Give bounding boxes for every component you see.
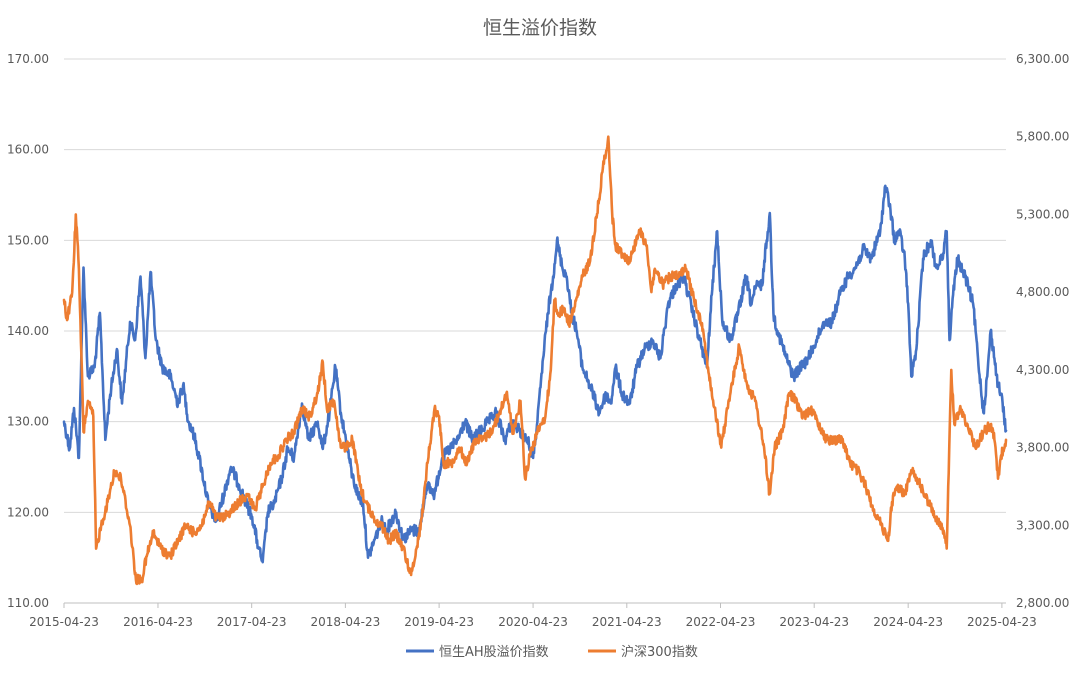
x-tick-label: 2024-04-23: [873, 615, 943, 629]
x-tick-label: 2020-04-23: [498, 615, 568, 629]
x-tick-label: 2019-04-23: [404, 615, 474, 629]
right-tick-label: 2,800.00: [1016, 596, 1069, 610]
x-tick-label: 2016-04-23: [123, 615, 193, 629]
x-tick-label: 2022-04-23: [686, 615, 756, 629]
right-tick-label: 6,300.00: [1016, 52, 1069, 66]
x-tick-label: 2018-04-23: [311, 615, 381, 629]
left-tick-label: 140.00: [7, 324, 49, 338]
legend-label: 恒生AH股溢价指数: [439, 645, 549, 660]
right-axis-ticks: 2,800.00 3,300.00 3,800.00 4,300.00 4,800.00…: [1016, 52, 1069, 610]
legend-label: 沪深300指数: [621, 644, 698, 660]
right-tick-label: 5,800.00: [1016, 130, 1069, 144]
legend: 恒生AH股溢价指数 沪深300指数: [406, 644, 698, 660]
series-line-csi300: [62, 135, 1008, 586]
x-axis: 2015-04-23 2016-04-23 2017-04-23 2018-04-23…: [29, 603, 1037, 629]
x-tick-label: 2025-04-23: [967, 615, 1037, 629]
series-layer: [62, 135, 1008, 586]
left-tick-label: 120.00: [7, 505, 49, 519]
left-tick-label: 170.00: [7, 52, 49, 66]
left-tick-label: 160.00: [7, 143, 49, 157]
right-tick-label: 5,300.00: [1016, 207, 1069, 221]
x-tick-label: 2017-04-23: [217, 615, 287, 629]
x-tick-label: 2023-04-23: [779, 615, 849, 629]
chart-title: 恒生溢价指数: [483, 17, 597, 39]
right-tick-label: 4,300.00: [1016, 363, 1069, 377]
left-tick-label: 110.00: [7, 596, 49, 610]
right-tick-label: 3,800.00: [1016, 441, 1069, 455]
left-axis-ticks: 110.00 120.00 130.00 140.00 150.00 160.00 170.…: [7, 52, 49, 610]
x-tick-label: 2021-04-23: [592, 615, 662, 629]
left-tick-label: 130.00: [7, 415, 49, 429]
right-tick-label: 4,800.00: [1016, 285, 1069, 299]
left-tick-label: 150.00: [7, 233, 49, 247]
x-tick-label: 2015-04-23: [29, 615, 99, 629]
right-tick-label: 3,300.00: [1016, 518, 1069, 532]
